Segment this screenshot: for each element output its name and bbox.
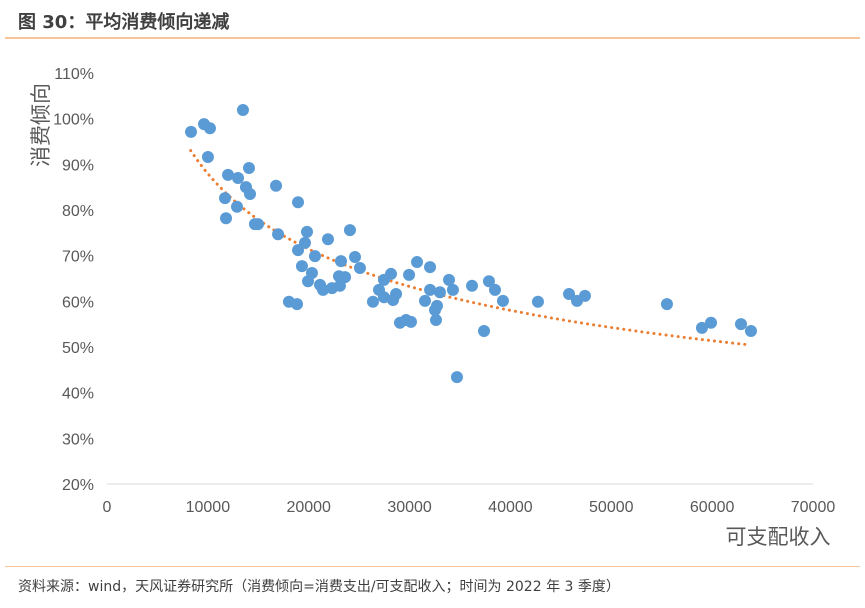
data-point xyxy=(291,298,304,311)
data-point xyxy=(411,256,424,269)
data-point xyxy=(333,279,346,292)
x-tick-label: 70000 xyxy=(791,499,836,516)
y-tick-label: 30% xyxy=(62,431,94,448)
data-point xyxy=(443,273,456,286)
data-point xyxy=(429,314,442,327)
data-point xyxy=(419,294,432,307)
figure-title: 图 30：平均消费倾向递减 xyxy=(18,12,230,33)
x-tick-label: 10000 xyxy=(186,499,231,516)
data-point xyxy=(390,288,403,301)
y-tick-label: 110% xyxy=(54,66,94,83)
data-point xyxy=(220,212,233,225)
data-point xyxy=(343,224,356,237)
title-divider xyxy=(5,37,860,39)
y-tick-label: 70% xyxy=(62,249,94,266)
y-tick-label: 60% xyxy=(62,294,94,311)
data-point xyxy=(433,286,446,299)
data-point xyxy=(488,283,501,296)
data-point xyxy=(403,268,416,281)
data-point xyxy=(244,188,257,201)
data-point xyxy=(349,251,362,264)
data-point xyxy=(251,218,264,231)
source-note: 资料来源：wind，天风证券研究所（消费倾向=消费支出/可支配收入；时间为 20… xyxy=(18,579,620,595)
x-tick-label: 30000 xyxy=(387,499,432,516)
data-point xyxy=(339,271,352,284)
data-point xyxy=(695,321,708,334)
data-point xyxy=(308,250,321,263)
x-tick-label: 50000 xyxy=(589,499,634,516)
data-point xyxy=(385,267,398,280)
data-point xyxy=(185,125,198,138)
data-point xyxy=(317,283,330,296)
data-point xyxy=(366,295,379,308)
x-tick-label: 40000 xyxy=(488,499,533,516)
y-tick-label: 80% xyxy=(62,203,94,220)
data-point xyxy=(531,295,544,308)
data-point xyxy=(496,294,509,307)
data-point xyxy=(231,200,244,213)
y-axis-label: 消费倾向 xyxy=(29,83,53,167)
data-point xyxy=(431,299,444,312)
data-point xyxy=(705,316,718,329)
data-point xyxy=(232,172,245,185)
data-point xyxy=(219,192,232,205)
data-point xyxy=(243,161,256,174)
data-point xyxy=(744,325,757,338)
data-point xyxy=(272,228,285,241)
y-tick-label: 40% xyxy=(62,386,94,403)
data-point xyxy=(450,371,463,384)
data-point xyxy=(334,255,347,268)
y-tick-label: 90% xyxy=(62,157,94,174)
y-tick-label: 100% xyxy=(53,112,94,129)
x-tick-label: 60000 xyxy=(690,499,735,516)
data-point xyxy=(660,298,673,311)
trendline xyxy=(189,149,752,347)
data-point xyxy=(424,283,437,296)
y-tick-label: 50% xyxy=(62,340,94,357)
data-point xyxy=(321,233,334,246)
data-point xyxy=(222,168,235,181)
data-point xyxy=(300,225,313,238)
data-point xyxy=(292,196,305,209)
data-point xyxy=(578,289,591,302)
data-point xyxy=(270,179,283,192)
data-point xyxy=(203,122,216,135)
x-tick-label: 0 xyxy=(103,499,112,516)
data-point xyxy=(563,288,576,301)
data-point xyxy=(292,244,305,257)
data-point xyxy=(446,283,459,296)
data-point xyxy=(404,315,417,328)
x-axis-label: 可支配收入 xyxy=(726,525,831,549)
data-point xyxy=(201,151,214,164)
y-tick-label: 20% xyxy=(62,477,94,494)
x-tick-label: 20000 xyxy=(286,499,331,516)
data-point xyxy=(236,103,249,116)
data-point xyxy=(482,275,495,288)
data-point xyxy=(302,275,315,288)
data-point xyxy=(295,260,308,273)
data-point xyxy=(466,279,479,292)
data-point xyxy=(734,318,747,331)
data-point xyxy=(353,261,366,274)
data-point xyxy=(424,261,437,274)
footer-divider xyxy=(5,566,860,567)
data-point xyxy=(377,291,390,304)
data-point xyxy=(478,325,491,338)
